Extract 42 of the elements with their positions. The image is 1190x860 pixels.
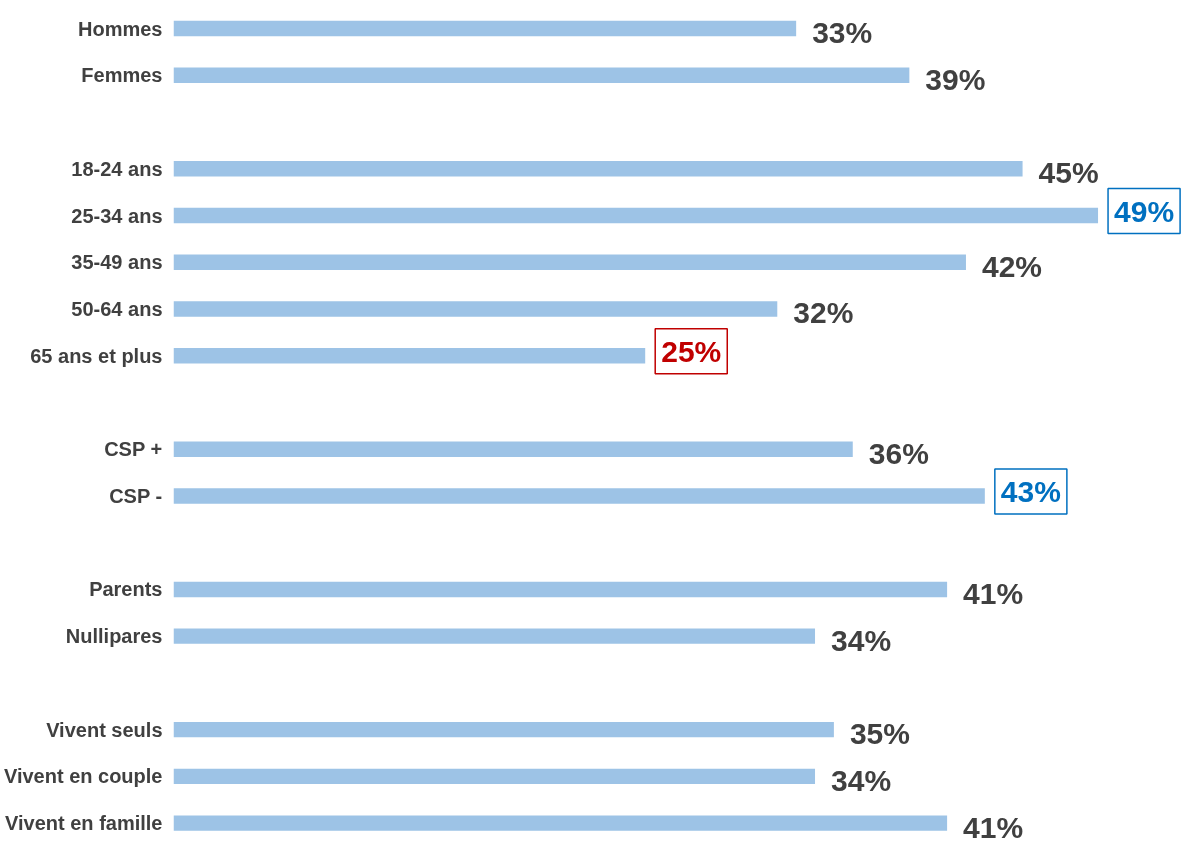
data-label: 39%: [925, 62, 986, 96]
bar: [173, 20, 797, 37]
bar: [173, 721, 834, 738]
annotation: 49%: [1114, 194, 1175, 228]
data-label: 32%: [793, 296, 854, 330]
y-tick-label: 18-24 ans: [71, 157, 163, 180]
y-tick-label: Nullipares: [65, 625, 163, 648]
data-label: 36%: [868, 436, 929, 470]
bar: [173, 207, 1099, 224]
data-label: 41%: [963, 576, 1024, 610]
bar: [173, 488, 985, 504]
y-tick-label: Vivent en famille: [5, 812, 163, 835]
bar: [173, 348, 646, 364]
bar: [173, 67, 910, 83]
bar: [173, 161, 1023, 177]
y-tick-label: Femmes: [81, 64, 163, 87]
annotation: 25%: [661, 334, 722, 368]
bar: [173, 768, 816, 785]
y-tick-label: Vivent seuls: [46, 718, 163, 741]
data-label: 35%: [849, 717, 910, 751]
y-tick-label: Vivent en couple: [3, 765, 163, 788]
bar: [173, 581, 948, 598]
y-tick-label: 50-64 ans: [71, 297, 163, 320]
y-tick-label: Parents: [89, 578, 163, 601]
data-label: 41%: [963, 810, 1024, 844]
annotation: 43%: [1000, 474, 1061, 508]
data-label: 42%: [981, 249, 1043, 283]
y-tick-label: Hommes: [78, 17, 163, 40]
bar: [173, 441, 853, 457]
data-label: 33%: [812, 16, 873, 50]
bar: [173, 815, 948, 831]
y-tick-label: 25-34 ans: [71, 204, 163, 227]
y-tick-label: 65 ans et plus: [30, 344, 163, 367]
data-label: 45%: [1038, 156, 1099, 190]
y-tick-label: CSP +: [104, 438, 163, 461]
y-tick-label: CSP -: [109, 484, 163, 507]
y-tick-label: 35-49 ans: [71, 251, 163, 274]
bar: [173, 628, 816, 644]
bar: [173, 254, 966, 270]
bar: [173, 301, 778, 317]
data-label: 34%: [831, 763, 892, 797]
data-label: 34%: [831, 623, 892, 657]
